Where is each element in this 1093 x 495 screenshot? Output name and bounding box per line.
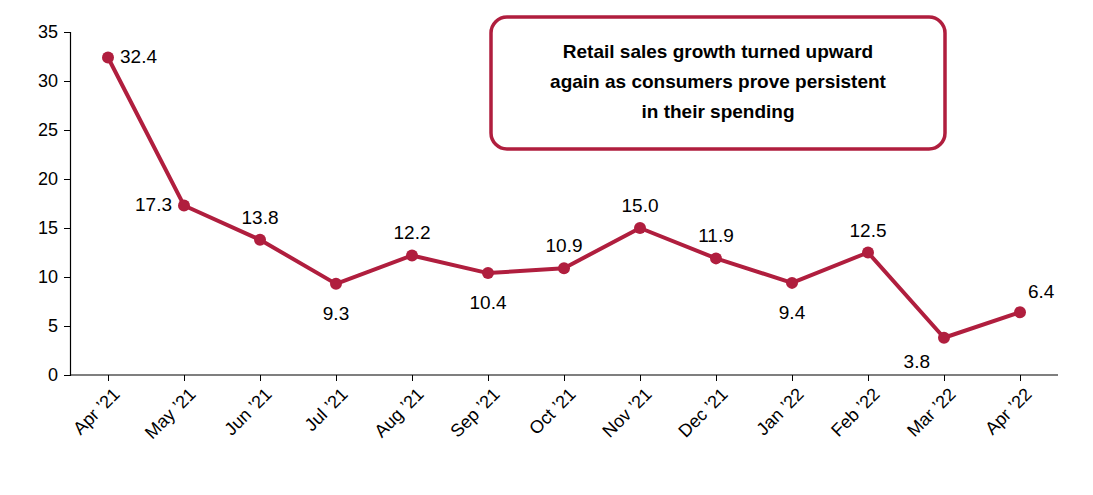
data-label: 3.8 (904, 351, 930, 372)
marker (406, 249, 418, 261)
marker (862, 247, 874, 259)
x-tick-mark (260, 375, 261, 381)
x-tick-label: Dec ’21 (674, 384, 731, 441)
x-tick-mark (640, 375, 641, 381)
y-tick-mark (64, 130, 70, 131)
x-tick: Jul ’21 (301, 375, 352, 435)
chart: 0 5 10 15 20 25 30 35 Apr ’21 May ’21 Jun ’21 Jul ’… (0, 0, 1093, 495)
marker (102, 51, 114, 63)
x-tick: Apr ’21 (69, 375, 123, 439)
marker (558, 262, 570, 274)
y-tick-mark (64, 277, 70, 278)
x-tick-label: Jun ’21 (221, 384, 276, 439)
y-tick-label: 30 (38, 71, 58, 91)
marker (254, 234, 266, 246)
y-tick-label: 5 (48, 316, 58, 336)
y-tick-mark (64, 228, 70, 229)
marker (330, 278, 342, 290)
marker (1014, 306, 1026, 318)
y-tick: 20 (38, 169, 70, 189)
marker (938, 332, 950, 344)
x-tick-label: Aug ’21 (370, 384, 427, 441)
x-tick-label: May ’21 (141, 384, 200, 443)
x-tick-label: Feb ’22 (827, 384, 884, 441)
data-label: 12.5 (850, 220, 887, 241)
y-tick: 30 (38, 71, 70, 91)
x-tick: Feb ’22 (827, 375, 884, 441)
y-tick-mark (64, 81, 70, 82)
x-tick: Aug ’21 (370, 375, 427, 441)
data-label: 9.4 (779, 302, 806, 323)
annotation: Retail sales growth turned upward again a… (491, 17, 945, 149)
y-tick: 5 (48, 316, 70, 336)
x-tick-label: Nov ’21 (598, 384, 655, 441)
marker (786, 277, 798, 289)
x-tick-label: Oct ’21 (525, 384, 579, 438)
x-tick-mark (412, 375, 413, 381)
x-tick-mark (184, 375, 185, 381)
x-tick-mark (792, 375, 793, 381)
y-tick: 15 (38, 218, 70, 238)
x-tick-mark (716, 375, 717, 381)
x-tick: Jan ’22 (753, 375, 808, 439)
marker (178, 199, 190, 211)
y-tick-mark (64, 375, 70, 376)
annotation-text: in their spending (641, 101, 794, 122)
data-label: 13.8 (242, 207, 279, 228)
x-tick-label: Jan ’22 (753, 384, 808, 439)
x-tick: Jun ’21 (221, 375, 276, 439)
y-tick-label: 25 (38, 120, 58, 140)
y-tick-mark (64, 326, 70, 327)
y-tick-label: 15 (38, 218, 58, 238)
x-tick: Sep ’21 (446, 375, 503, 441)
x-tick-mark (108, 375, 109, 381)
data-label: 12.2 (394, 222, 431, 243)
x-tick-label: Apr ’21 (69, 384, 123, 438)
x-tick-mark (1020, 375, 1021, 381)
y-tick: 10 (38, 267, 70, 287)
x-axis: Apr ’21 May ’21 Jun ’21 Jul ’21 Aug ’21 Sep ’… (69, 375, 1058, 443)
data-label: 10.4 (470, 292, 507, 313)
y-tick-label: 0 (48, 365, 58, 385)
x-tick: Oct ’21 (525, 375, 579, 439)
annotation-box (491, 17, 945, 149)
y-tick-mark (64, 179, 70, 180)
x-tick-mark (488, 375, 489, 381)
x-tick-mark (336, 375, 337, 381)
data-label: 32.4 (120, 46, 157, 67)
y-axis: 0 5 10 15 20 25 30 35 (38, 22, 71, 385)
y-tick-label: 20 (38, 169, 58, 189)
annotation-text: again as consumers prove persistent (550, 71, 886, 92)
x-tick-label: Jul ’21 (301, 384, 352, 435)
marker (634, 222, 646, 234)
y-tick-label: 10 (38, 267, 58, 287)
y-tick: 35 (38, 22, 70, 42)
data-label: 6.4 (1028, 281, 1055, 302)
y-tick: 0 (48, 365, 70, 385)
x-tick: Apr ’22 (981, 375, 1035, 439)
x-tick: Nov ’21 (598, 375, 655, 441)
x-tick-label: Sep ’21 (446, 384, 503, 441)
x-tick-mark (944, 375, 945, 381)
x-tick-mark (564, 375, 565, 381)
data-label: 15.0 (622, 195, 659, 216)
y-tick: 25 (38, 120, 70, 140)
x-tick-label: Mar ’22 (903, 384, 960, 441)
marker (482, 267, 494, 279)
data-label: 9.3 (323, 303, 349, 324)
x-tick: Dec ’21 (674, 375, 731, 441)
y-tick-label: 35 (38, 22, 58, 42)
x-tick-mark (868, 375, 869, 381)
annotation-text: Retail sales growth turned upward (563, 41, 873, 62)
y-axis-line (64, 33, 71, 376)
y-tick-mark (64, 32, 70, 33)
marker (710, 252, 722, 264)
data-label: 11.9 (698, 225, 734, 246)
x-tick: May ’21 (141, 375, 200, 443)
data-label: 17.3 (135, 194, 172, 215)
x-tick-label: Apr ’22 (981, 384, 1035, 438)
x-tick: Mar ’22 (903, 375, 960, 441)
data-label: 10.9 (546, 235, 583, 256)
